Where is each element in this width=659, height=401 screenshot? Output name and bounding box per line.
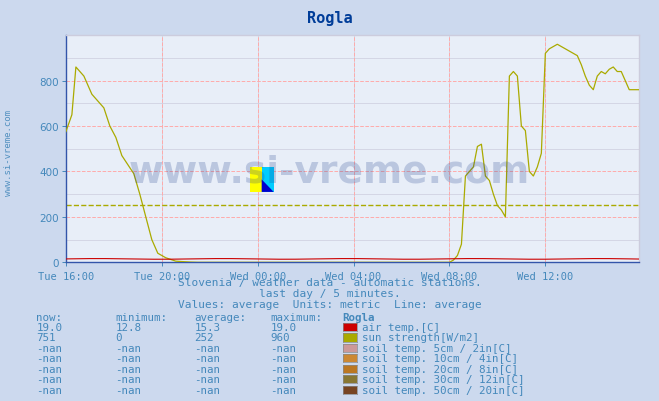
Text: sun strength[W/m2]: sun strength[W/m2] [362, 333, 480, 342]
Text: maximum:: maximum: [270, 312, 322, 322]
Text: -nan: -nan [194, 354, 220, 363]
Text: -nan: -nan [270, 343, 296, 353]
Text: 252: 252 [194, 333, 214, 342]
Text: Rogla: Rogla [343, 312, 375, 322]
Text: average:: average: [194, 312, 246, 322]
Bar [250, 168, 273, 192]
Text: -nan: -nan [36, 385, 62, 395]
Text: -nan: -nan [36, 364, 62, 374]
Polygon shape [262, 168, 273, 192]
Text: soil temp. 50cm / 20in[C]: soil temp. 50cm / 20in[C] [362, 385, 525, 395]
Text: -nan: -nan [36, 375, 62, 384]
Text: soil temp. 30cm / 12in[C]: soil temp. 30cm / 12in[C] [362, 375, 525, 384]
Text: 960: 960 [270, 333, 290, 342]
Text: 751: 751 [36, 333, 56, 342]
Text: -nan: -nan [270, 385, 296, 395]
Text: soil temp. 20cm / 8in[C]: soil temp. 20cm / 8in[C] [362, 364, 519, 374]
Text: 19.0: 19.0 [36, 322, 62, 332]
Text: -nan: -nan [36, 343, 62, 353]
Text: -nan: -nan [194, 375, 220, 384]
Text: now:: now: [36, 312, 62, 322]
Text: -nan: -nan [194, 385, 220, 395]
Text: -nan: -nan [115, 385, 141, 395]
Text: -nan: -nan [115, 354, 141, 363]
Text: minimum:: minimum: [115, 312, 167, 322]
Text: 15.3: 15.3 [194, 322, 220, 332]
Text: -nan: -nan [270, 354, 296, 363]
Text: -nan: -nan [115, 375, 141, 384]
Text: Values: average  Units: metric  Line: average: Values: average Units: metric Line: aver… [178, 300, 481, 309]
Text: -nan: -nan [194, 343, 220, 353]
Text: soil temp. 10cm / 4in[C]: soil temp. 10cm / 4in[C] [362, 354, 519, 363]
Text: soil temp. 5cm / 2in[C]: soil temp. 5cm / 2in[C] [362, 343, 512, 353]
Text: www.si-vreme.com: www.si-vreme.com [4, 109, 13, 195]
Text: -nan: -nan [115, 364, 141, 374]
Text: air temp.[C]: air temp.[C] [362, 322, 440, 332]
Text: -nan: -nan [270, 364, 296, 374]
Text: last day / 5 minutes.: last day / 5 minutes. [258, 289, 401, 298]
Polygon shape [262, 180, 273, 192]
Text: -nan: -nan [270, 375, 296, 384]
Text: Slovenia / weather data - automatic stations.: Slovenia / weather data - automatic stat… [178, 278, 481, 288]
Text: 19.0: 19.0 [270, 322, 296, 332]
Text: 0: 0 [115, 333, 122, 342]
Text: Rogla: Rogla [306, 10, 353, 26]
Text: -nan: -nan [115, 343, 141, 353]
Text: 12.8: 12.8 [115, 322, 141, 332]
Text: -nan: -nan [36, 354, 62, 363]
Text: www.si-vreme.com: www.si-vreme.com [129, 154, 530, 190]
Text: -nan: -nan [194, 364, 220, 374]
